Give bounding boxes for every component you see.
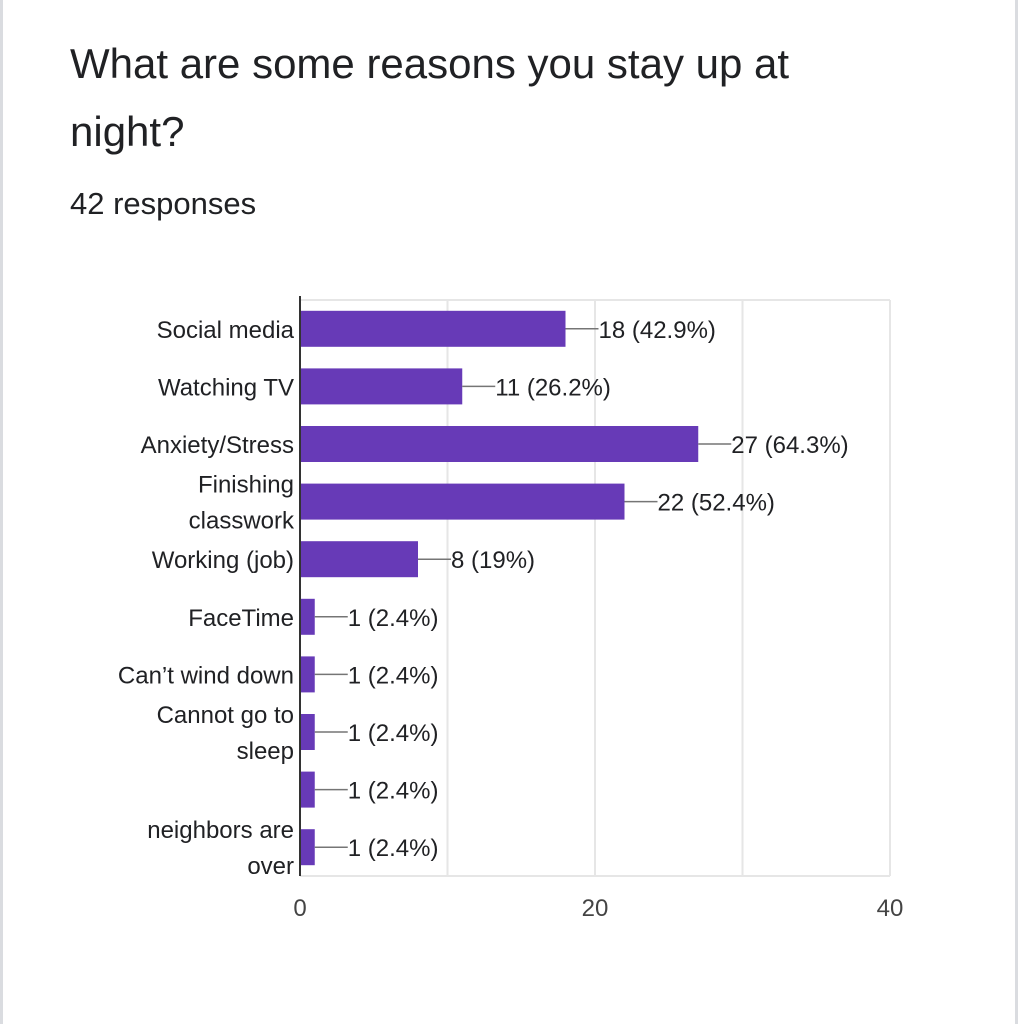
category-label: Cannot go to sleep — [157, 702, 294, 765]
category-label: FaceTime — [188, 605, 294, 632]
category-label: Working (job) — [152, 547, 294, 574]
data-label: 1 (2.4%) — [348, 662, 439, 689]
category-label: Watching TV — [158, 374, 294, 401]
category-label: Social media — [157, 317, 295, 344]
bar — [300, 598, 315, 635]
x-tick-label: 0 — [293, 895, 306, 922]
bar — [300, 310, 566, 347]
category-label: Finishing classwork — [189, 472, 295, 535]
data-label: 22 (52.4%) — [658, 490, 775, 517]
bar — [300, 771, 315, 808]
data-label: 1 (2.4%) — [348, 605, 439, 632]
bar — [300, 368, 463, 405]
data-label: 8 (19%) — [451, 547, 535, 574]
data-label: 18 (42.9%) — [599, 317, 716, 344]
data-label: 1 (2.4%) — [348, 778, 439, 805]
category-label: Anxiety/Stress — [141, 432, 294, 459]
data-label: 1 (2.4%) — [348, 835, 439, 862]
bar — [300, 829, 315, 866]
bar — [300, 426, 699, 462]
data-label: 11 (26.2%) — [495, 374, 611, 401]
response-count: 42 responses — [70, 186, 257, 221]
x-tick-label: 40 — [877, 895, 904, 922]
category-label: neighbors are over — [147, 817, 294, 880]
question-title: What are some reasons you stay up at nig… — [70, 40, 790, 155]
category-label: Can’t wind down — [118, 662, 294, 689]
bar — [300, 541, 418, 578]
bar — [300, 483, 625, 520]
bar — [300, 714, 315, 750]
x-tick-label: 20 — [582, 895, 609, 922]
bar — [300, 656, 315, 693]
data-label: 1 (2.4%) — [348, 720, 439, 747]
data-label: 27 (64.3%) — [731, 432, 848, 459]
